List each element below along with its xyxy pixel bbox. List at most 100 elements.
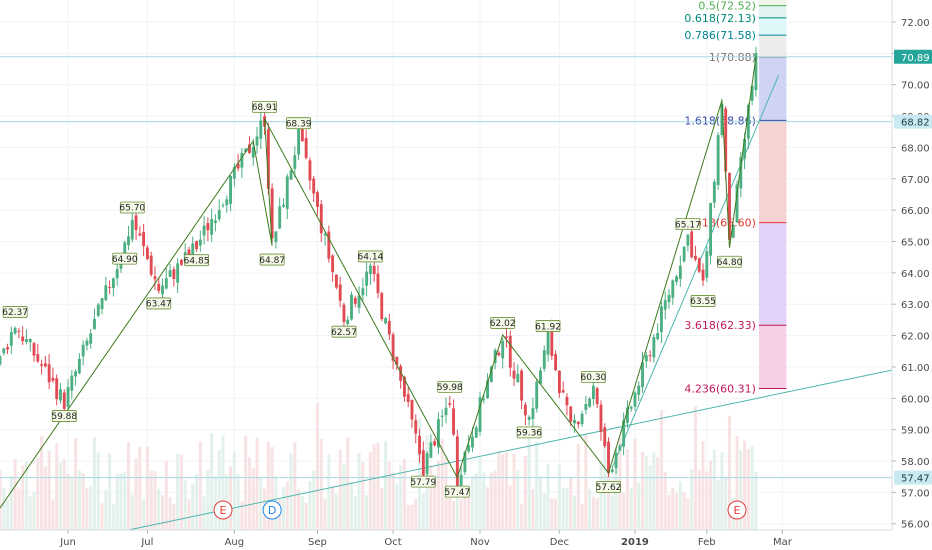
candle-body xyxy=(168,270,172,277)
volume-bar xyxy=(96,452,100,530)
volume-bar xyxy=(149,470,153,530)
candle-body xyxy=(418,435,421,455)
volume-bar xyxy=(111,504,115,530)
volume-bar xyxy=(270,446,274,530)
event-marker-label: E xyxy=(734,504,741,517)
candle-body xyxy=(452,408,455,435)
x-tick-label: Aug xyxy=(225,537,245,548)
candle-body xyxy=(656,332,660,340)
swing-label-box xyxy=(252,100,277,113)
candle-body xyxy=(440,415,444,417)
candle-body xyxy=(523,404,527,416)
candle-body xyxy=(96,304,100,316)
x-tick-label: Feb xyxy=(698,537,716,548)
candle-body xyxy=(644,355,648,362)
candle-body xyxy=(444,407,448,416)
candle-body xyxy=(111,278,115,289)
volume-bar xyxy=(281,487,285,530)
candle-body xyxy=(202,225,206,236)
candle-body xyxy=(376,273,380,294)
volume-bar xyxy=(572,495,577,530)
volume-bar xyxy=(455,467,459,530)
fib-level-label: 0.5(72.52) xyxy=(698,0,756,13)
volume-bar xyxy=(6,499,10,530)
candle-body xyxy=(531,408,535,420)
volume-bar xyxy=(40,436,44,530)
volume-bar xyxy=(554,498,558,530)
candle-body xyxy=(214,220,217,223)
volume-bar xyxy=(240,501,244,530)
volume-bar xyxy=(550,498,554,530)
candle-body xyxy=(709,203,713,256)
candle-body xyxy=(448,403,452,405)
volume-bar xyxy=(198,441,202,530)
volume-bars xyxy=(0,402,758,530)
candle-body xyxy=(104,285,108,301)
candle-body xyxy=(0,356,2,365)
volume-bar xyxy=(308,480,312,530)
zigzag-pattern xyxy=(0,56,757,509)
swing-label-box xyxy=(717,255,742,268)
volume-bar xyxy=(648,465,652,530)
swing-label: 59.88 xyxy=(51,412,77,422)
candle-body xyxy=(66,387,70,407)
chart-grid xyxy=(0,0,892,530)
volume-bar xyxy=(489,472,493,530)
volume-bar xyxy=(285,481,289,530)
candle-body xyxy=(569,406,573,422)
volume-bar xyxy=(470,476,474,530)
volume-bar xyxy=(746,449,750,530)
candle-body xyxy=(187,249,191,256)
volume-bar xyxy=(486,487,490,530)
candle-body xyxy=(134,215,138,230)
candle-body xyxy=(750,85,754,101)
candle-body xyxy=(191,243,195,257)
candle-body xyxy=(198,239,202,246)
volume-bar xyxy=(66,473,70,530)
candle-body xyxy=(584,404,588,410)
candle-body xyxy=(474,427,478,438)
volume-bar xyxy=(195,474,199,530)
swing-label: 59.36 xyxy=(516,429,542,439)
candle-body xyxy=(312,178,316,194)
candle-body xyxy=(179,259,183,265)
candlesticks xyxy=(0,46,758,496)
swing-label-box xyxy=(146,297,172,310)
volume-bar xyxy=(266,441,270,530)
candle-body xyxy=(259,120,263,139)
candle-body xyxy=(274,231,278,243)
swing-label-box xyxy=(490,317,516,329)
candle-body xyxy=(697,258,701,272)
candle-body xyxy=(731,225,735,238)
candle-body xyxy=(467,445,471,452)
candle-body xyxy=(660,306,663,333)
volume-bar xyxy=(334,493,338,530)
volume-bar xyxy=(55,443,59,530)
swing-label-box xyxy=(184,254,209,267)
x-tick-label: Sep xyxy=(308,537,327,548)
candle-body xyxy=(342,304,346,322)
candle-body xyxy=(561,390,565,393)
candle-body xyxy=(539,370,542,384)
candle-body xyxy=(357,295,361,308)
event-marker-label: D xyxy=(268,504,276,517)
candle-body xyxy=(123,242,127,262)
volume-bar xyxy=(659,409,663,530)
candle-body xyxy=(463,452,467,473)
volume-bar xyxy=(538,476,543,530)
event-marker[interactable] xyxy=(262,500,282,520)
event-marker[interactable] xyxy=(727,500,747,520)
candle-body xyxy=(89,333,93,344)
volume-bar xyxy=(221,435,225,530)
event-marker[interactable] xyxy=(213,500,233,520)
volume-bar xyxy=(504,452,508,530)
y-tick-label: 72.00 xyxy=(901,18,930,29)
volume-bar xyxy=(391,472,395,530)
fib-zone xyxy=(758,17,787,36)
volume-bar xyxy=(557,464,561,530)
candle-body xyxy=(493,349,497,363)
swing-label-box xyxy=(358,250,383,263)
candle-body xyxy=(221,205,225,207)
